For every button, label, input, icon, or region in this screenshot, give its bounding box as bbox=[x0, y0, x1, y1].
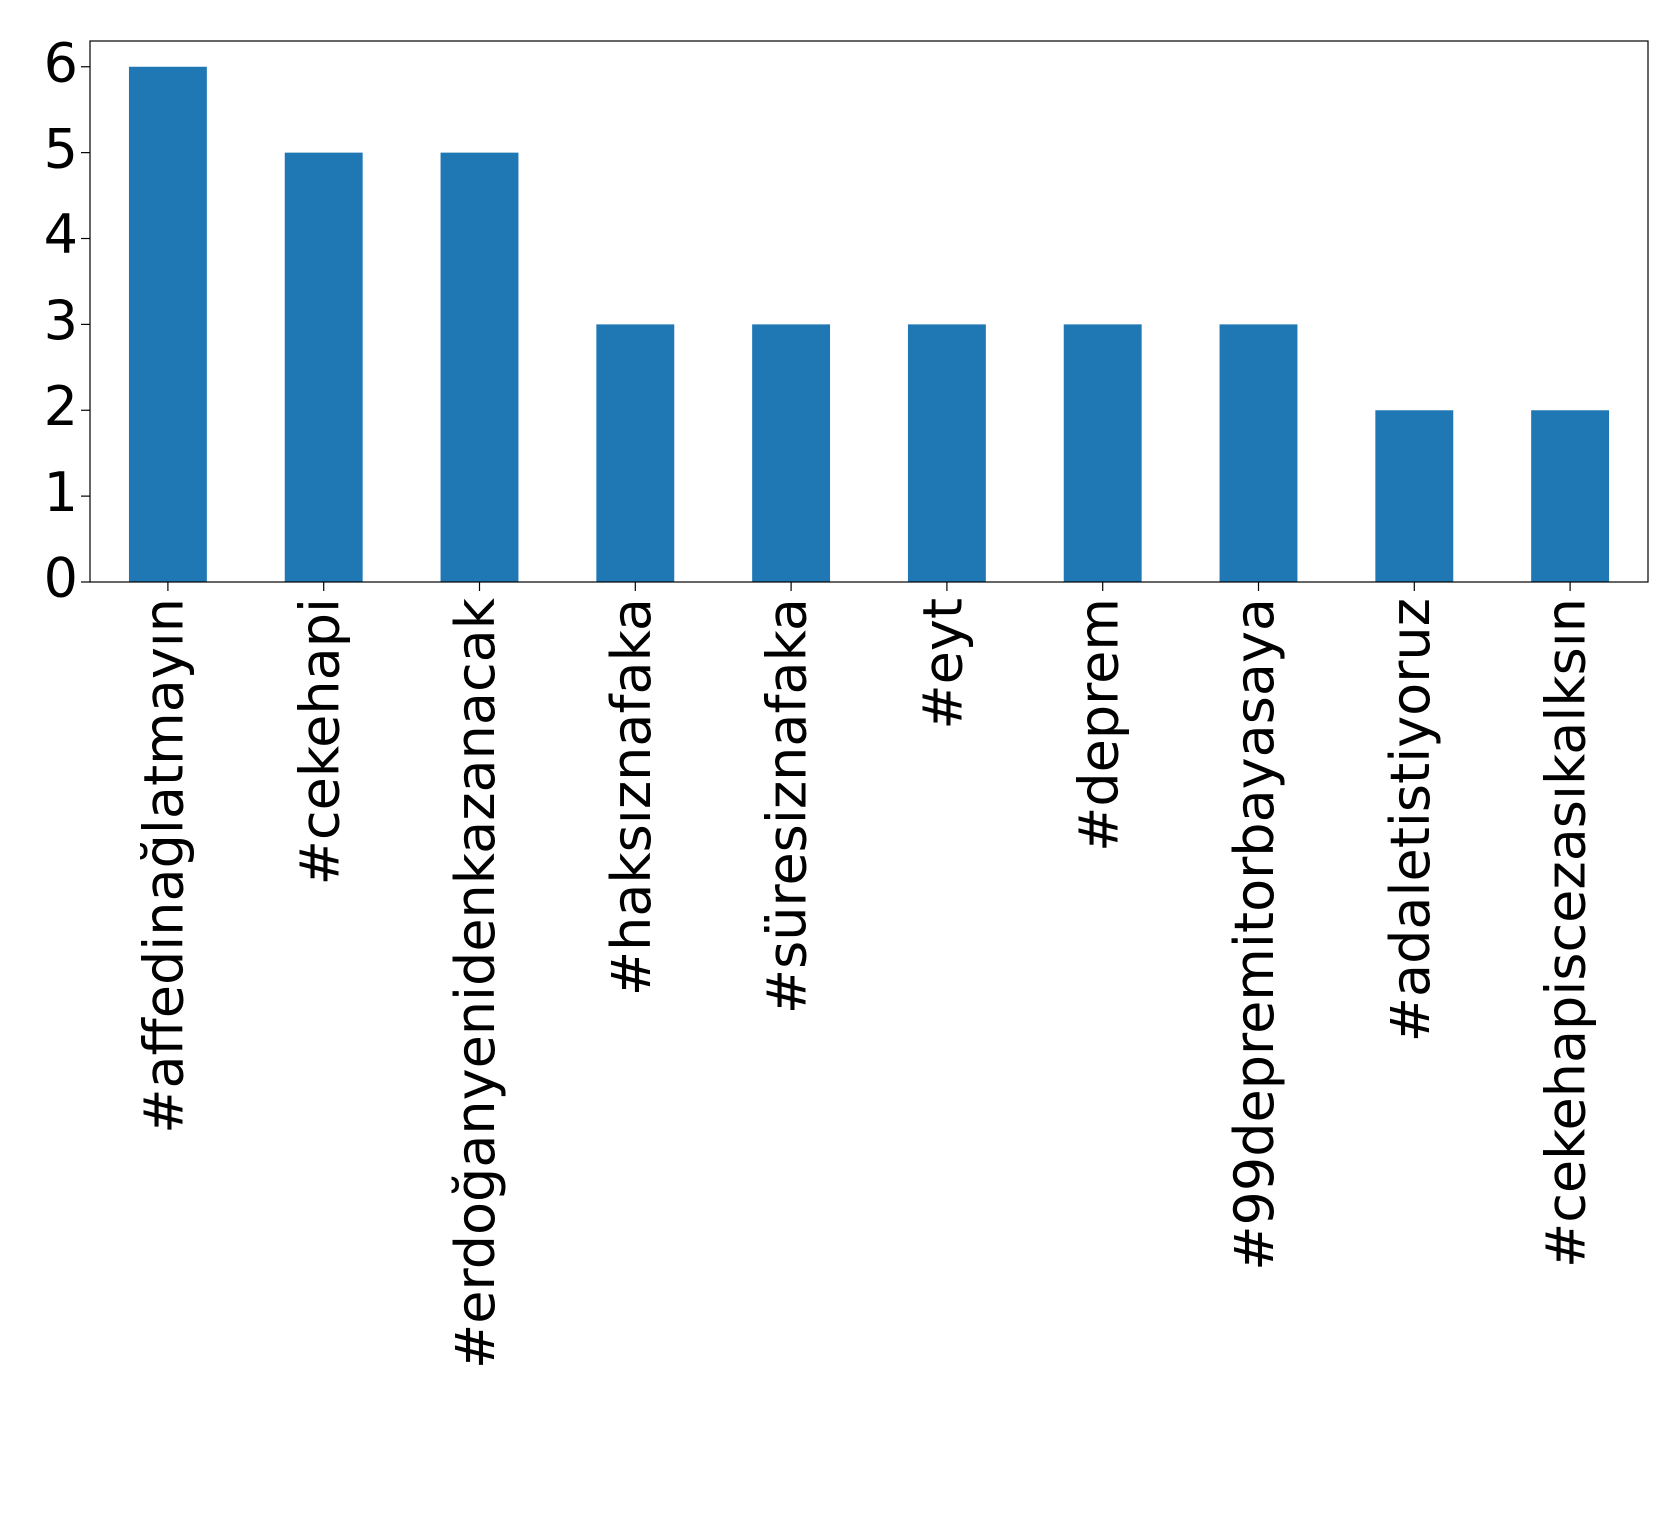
y-tick-label: 0 bbox=[44, 547, 78, 610]
x-tick-label: #cekehapi bbox=[288, 598, 351, 885]
bar bbox=[284, 152, 363, 582]
x-tick-label: #affedinağlatmayın bbox=[133, 598, 196, 1134]
bar bbox=[1375, 410, 1454, 582]
bar bbox=[1531, 410, 1610, 582]
x-tick-label: #99depremitorbayasaya bbox=[1223, 598, 1286, 1271]
bar bbox=[1063, 324, 1142, 582]
bar bbox=[128, 66, 207, 582]
x-tick-label: #cekehapiscezasıkalksın bbox=[1535, 598, 1598, 1268]
x-tick-label: #erdoğanyenidenkazanacak bbox=[444, 597, 507, 1369]
y-tick-label: 2 bbox=[44, 375, 78, 438]
y-tick-label: 1 bbox=[44, 461, 78, 524]
bar bbox=[1219, 324, 1298, 582]
x-tick-label: #adaletistiyoruz bbox=[1379, 598, 1442, 1042]
bar bbox=[440, 152, 519, 582]
y-tick-label: 4 bbox=[44, 203, 78, 266]
x-tick-label: #süresiznafaka bbox=[756, 598, 819, 1014]
bar bbox=[907, 324, 986, 582]
x-tick-label: #haksıznafaka bbox=[600, 598, 663, 996]
y-tick-label: 3 bbox=[44, 289, 78, 352]
x-tick-label: #eyt bbox=[912, 598, 975, 730]
y-tick-label: 5 bbox=[44, 117, 78, 180]
x-tick-label: #deprem bbox=[1067, 598, 1130, 852]
bar bbox=[752, 324, 831, 582]
y-tick-label: 6 bbox=[44, 31, 78, 94]
plot-frame bbox=[89, 40, 1649, 583]
bar bbox=[596, 324, 675, 582]
